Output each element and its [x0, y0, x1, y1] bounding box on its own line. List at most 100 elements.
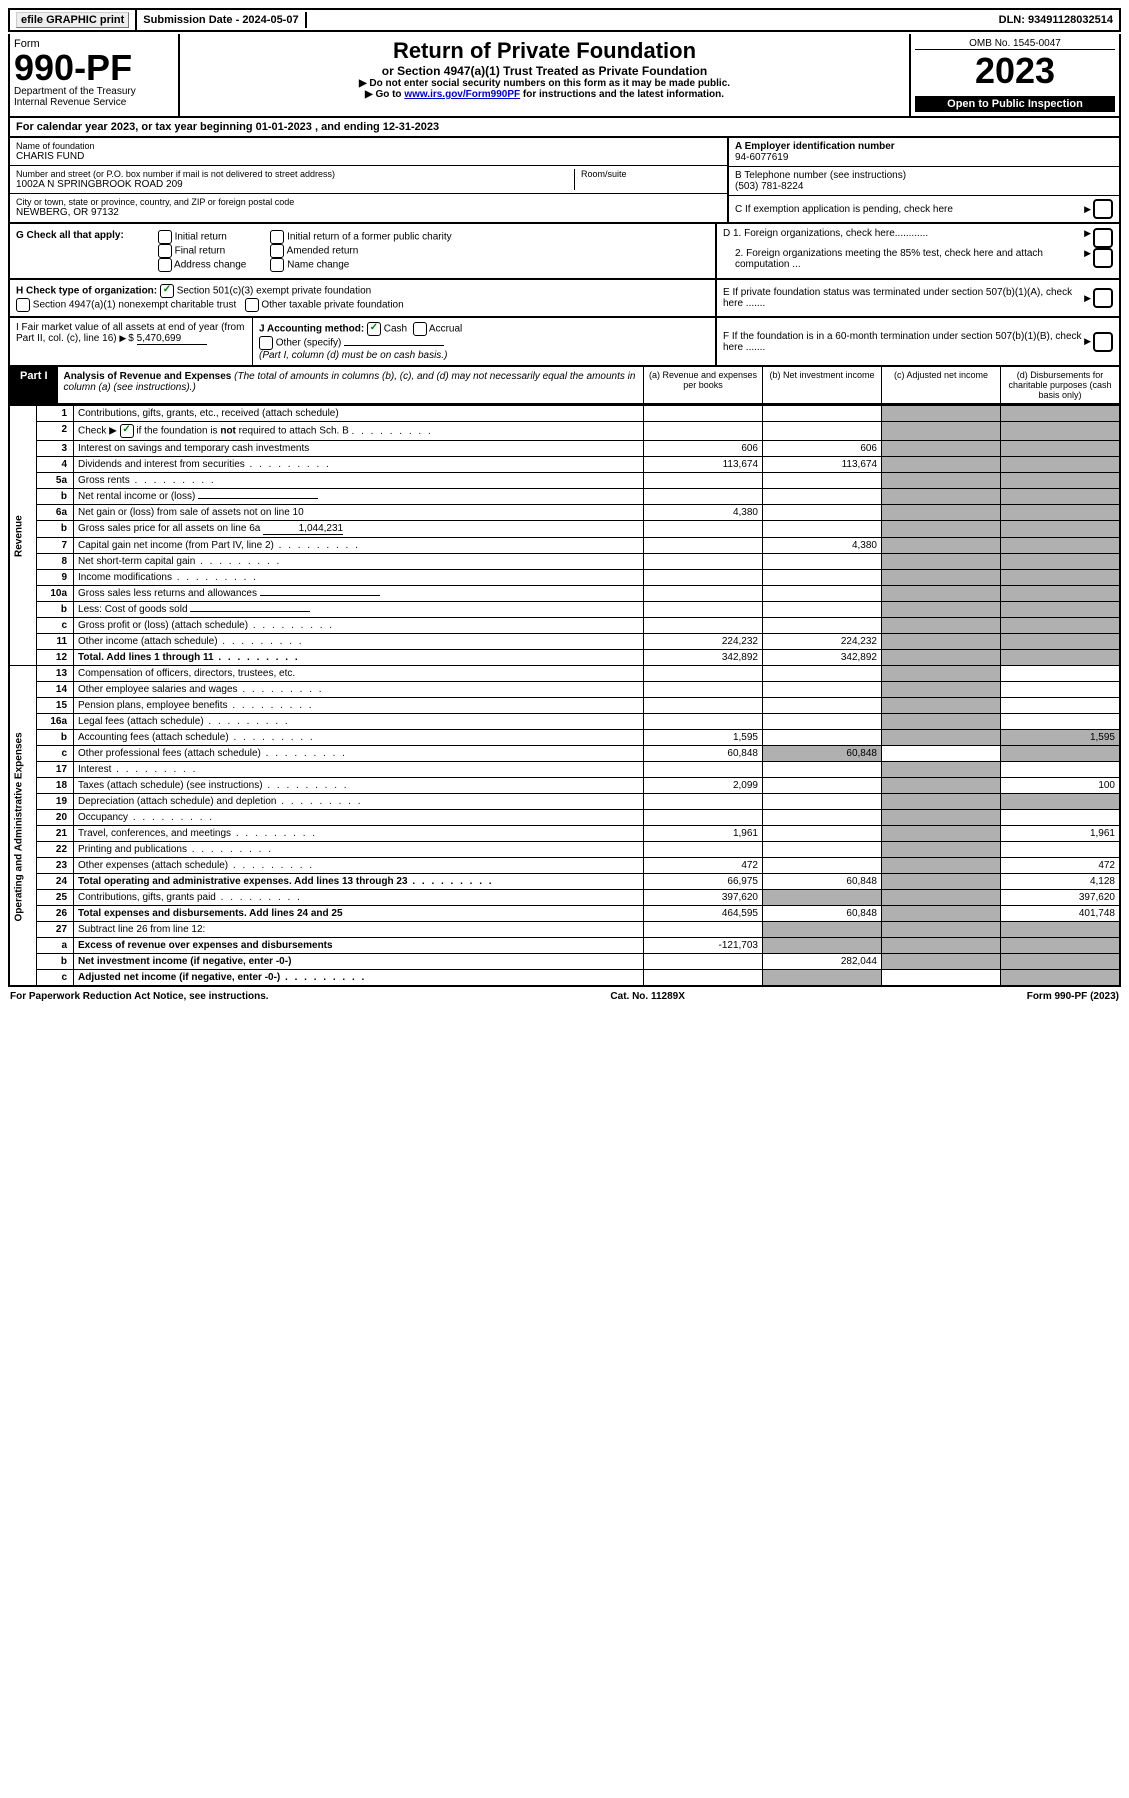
col-a-val	[644, 618, 763, 634]
col-a-val: 342,892	[644, 650, 763, 666]
col-b-val: 282,044	[763, 954, 882, 970]
d2-checkbox[interactable]	[1093, 248, 1113, 268]
form-ref: Form 990-PF (2023)	[1027, 991, 1119, 1002]
col-a-val: 113,674	[644, 457, 763, 473]
line-desc: Gross sales price for all assets on line…	[74, 521, 644, 538]
efile-print-button[interactable]: efile GRAPHIC print	[16, 12, 129, 28]
col-c-val	[882, 954, 1001, 970]
col-a-val: 4,380	[644, 505, 763, 521]
col-d-val	[1001, 714, 1121, 730]
col-d-val	[1001, 602, 1121, 618]
col-b-val: 60,848	[763, 906, 882, 922]
col-c-val	[882, 538, 1001, 554]
table-row: bAccounting fees (attach schedule)1,5951…	[9, 730, 1120, 746]
col-b-val	[763, 505, 882, 521]
other-method-checkbox[interactable]	[259, 336, 273, 350]
accrual-checkbox[interactable]	[413, 322, 427, 336]
col-d-head: (d) Disbursements for charitable purpose…	[1000, 367, 1119, 403]
final-return-checkbox[interactable]	[158, 244, 172, 258]
col-d-val	[1001, 505, 1121, 521]
d1-checkbox[interactable]	[1093, 228, 1113, 248]
j-note: (Part I, column (d) must be on cash basi…	[259, 350, 709, 361]
exemption-pending-label: C If exemption application is pending, c…	[735, 204, 1084, 215]
col-a-val	[644, 586, 763, 602]
col-b-val	[763, 714, 882, 730]
revenue-side-label: Revenue	[9, 406, 37, 666]
501c3-checkbox[interactable]	[160, 284, 174, 298]
col-d-val	[1001, 762, 1121, 778]
col-d-val	[1001, 938, 1121, 954]
line-desc: Other expenses (attach schedule)	[74, 858, 644, 874]
col-b-val	[763, 489, 882, 505]
col-d-val: 4,128	[1001, 874, 1121, 890]
table-row: 21Travel, conferences, and meetings1,961…	[9, 826, 1120, 842]
line-desc: Gross rents	[74, 473, 644, 489]
expenses-side-label: Operating and Administrative Expenses	[9, 666, 37, 987]
cash-checkbox[interactable]	[367, 322, 381, 336]
submission-date: Submission Date - 2024-05-07	[137, 12, 306, 28]
d1-label: D 1. Foreign organizations, check here..…	[723, 228, 1084, 248]
col-c-val	[882, 441, 1001, 457]
exemption-pending-checkbox[interactable]	[1093, 199, 1113, 219]
col-b-val	[763, 406, 882, 422]
col-a-val	[644, 521, 763, 538]
address-change-checkbox[interactable]	[158, 258, 172, 272]
section-g-d: G Check all that apply: Initial return F…	[8, 224, 1121, 280]
table-row: bLess: Cost of goods sold	[9, 602, 1120, 618]
col-a-val	[644, 406, 763, 422]
line-desc: Contributions, gifts, grants paid	[74, 890, 644, 906]
col-a-val	[644, 602, 763, 618]
col-d-val	[1001, 810, 1121, 826]
col-b-val: 342,892	[763, 650, 882, 666]
line-desc: Net short-term capital gain	[74, 554, 644, 570]
col-a-val	[644, 554, 763, 570]
table-row: 11Other income (attach schedule)224,2322…	[9, 634, 1120, 650]
line-desc: Depreciation (attach schedule) and deple…	[74, 794, 644, 810]
form990pf-link[interactable]: www.irs.gov/Form990PF	[404, 89, 520, 100]
e-checkbox[interactable]	[1093, 288, 1113, 308]
col-b-val	[763, 473, 882, 489]
table-row: 20Occupancy	[9, 810, 1120, 826]
line-desc: Interest	[74, 762, 644, 778]
table-row: 2Check ▶ if the foundation is not requir…	[9, 422, 1120, 441]
col-b-head: (b) Net investment income	[762, 367, 881, 403]
col-a-val	[644, 970, 763, 987]
col-c-head: (c) Adjusted net income	[881, 367, 1000, 403]
col-a-val	[644, 422, 763, 441]
city-state-zip: NEWBERG, OR 97132	[16, 207, 721, 218]
amended-return-checkbox[interactable]	[270, 244, 284, 258]
col-a-val	[644, 954, 763, 970]
col-b-val	[763, 666, 882, 682]
col-a-val	[644, 922, 763, 938]
col-c-val	[882, 906, 1001, 922]
table-row: 5aGross rents	[9, 473, 1120, 489]
other-taxable-checkbox[interactable]	[245, 298, 259, 312]
name-change-checkbox[interactable]	[270, 258, 284, 272]
arrow-icon	[1084, 248, 1093, 270]
col-a-val	[644, 794, 763, 810]
col-b-val	[763, 922, 882, 938]
col-c-val	[882, 842, 1001, 858]
col-b-val	[763, 794, 882, 810]
col-b-val	[763, 730, 882, 746]
col-c-val	[882, 586, 1001, 602]
section-i-j-f: I Fair market value of all assets at end…	[8, 318, 1121, 367]
col-d-val: 401,748	[1001, 906, 1121, 922]
room-label: Room/suite	[581, 169, 721, 179]
dept-treasury: Department of the Treasury	[14, 86, 174, 97]
former-public-charity-checkbox[interactable]	[270, 230, 284, 244]
col-b-val	[763, 778, 882, 794]
col-a-val	[644, 698, 763, 714]
f-checkbox[interactable]	[1093, 332, 1113, 352]
line-desc: Net investment income (if negative, ente…	[74, 954, 644, 970]
amended-return-label: Amended return	[287, 246, 359, 257]
table-row: bNet investment income (if negative, ent…	[9, 954, 1120, 970]
dln: DLN: 93491128032514	[993, 12, 1119, 28]
col-d-val: 397,620	[1001, 890, 1121, 906]
initial-return-checkbox[interactable]	[158, 230, 172, 244]
part1-badge: Part I	[10, 367, 58, 403]
line-desc: Taxes (attach schedule) (see instruction…	[74, 778, 644, 794]
4947a1-checkbox[interactable]	[16, 298, 30, 312]
table-row: Revenue1Contributions, gifts, grants, et…	[9, 406, 1120, 422]
schb-checkbox[interactable]	[120, 424, 134, 438]
